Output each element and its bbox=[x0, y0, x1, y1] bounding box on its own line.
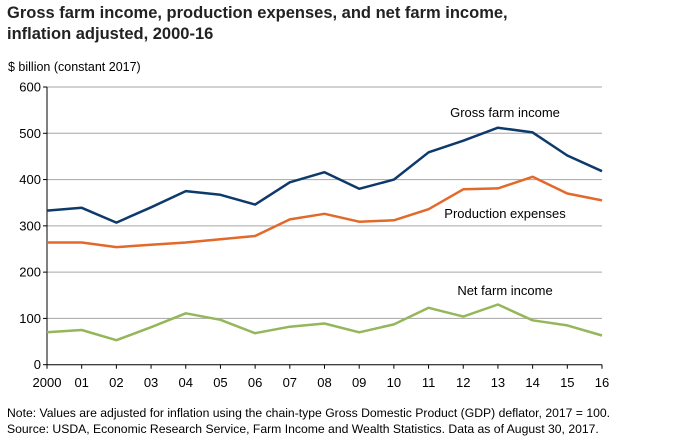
x-tick-label: 06 bbox=[248, 375, 262, 390]
note-text: Note: Values are adjusted for inflation … bbox=[7, 406, 611, 420]
x-tick-label: 10 bbox=[387, 375, 401, 390]
x-tick-label: 12 bbox=[456, 375, 470, 390]
chart-title: Gross farm income, production expenses, … bbox=[7, 3, 508, 45]
x-tick-label: 04 bbox=[179, 375, 193, 390]
x-tick-label: 08 bbox=[317, 375, 331, 390]
y-tick-label: 200 bbox=[19, 265, 41, 280]
x-tick-label: 09 bbox=[352, 375, 366, 390]
source-text: Source: USDA, Economic Research Service,… bbox=[7, 422, 599, 436]
x-tick-label: 02 bbox=[109, 375, 123, 390]
x-tick-label: 14 bbox=[525, 375, 539, 390]
x-tick-label: 05 bbox=[213, 375, 227, 390]
x-tick-label: 2000 bbox=[33, 375, 62, 390]
y-tick-label: 600 bbox=[19, 80, 41, 95]
x-tick-label: 16 bbox=[595, 375, 609, 390]
series-label: Net farm income bbox=[457, 283, 552, 298]
y-tick-label: 300 bbox=[19, 218, 41, 233]
x-tick-label: 07 bbox=[283, 375, 297, 390]
series-label: Gross farm income bbox=[450, 105, 560, 120]
y-axis-label: $ billion (constant 2017) bbox=[8, 60, 141, 74]
x-tick-label: 13 bbox=[491, 375, 505, 390]
title-line-1: Gross farm income, production expenses, … bbox=[7, 4, 508, 22]
y-tick-label: 0 bbox=[34, 357, 41, 372]
chart-notes: Note: Values are adjusted for inflation … bbox=[7, 405, 610, 437]
title-line-2: inflation adjusted, 2000-16 bbox=[7, 25, 214, 43]
y-tick-label: 400 bbox=[19, 172, 41, 187]
x-tick-label: 11 bbox=[422, 375, 436, 390]
x-tick-label: 01 bbox=[74, 375, 88, 390]
x-tick-label: 03 bbox=[144, 375, 158, 390]
y-tick-label: 100 bbox=[19, 311, 41, 326]
series-line-2 bbox=[46, 303, 603, 342]
y-tick-label: 500 bbox=[19, 126, 41, 141]
series-label: Production expenses bbox=[444, 206, 566, 221]
x-tick-label: 15 bbox=[560, 375, 574, 390]
